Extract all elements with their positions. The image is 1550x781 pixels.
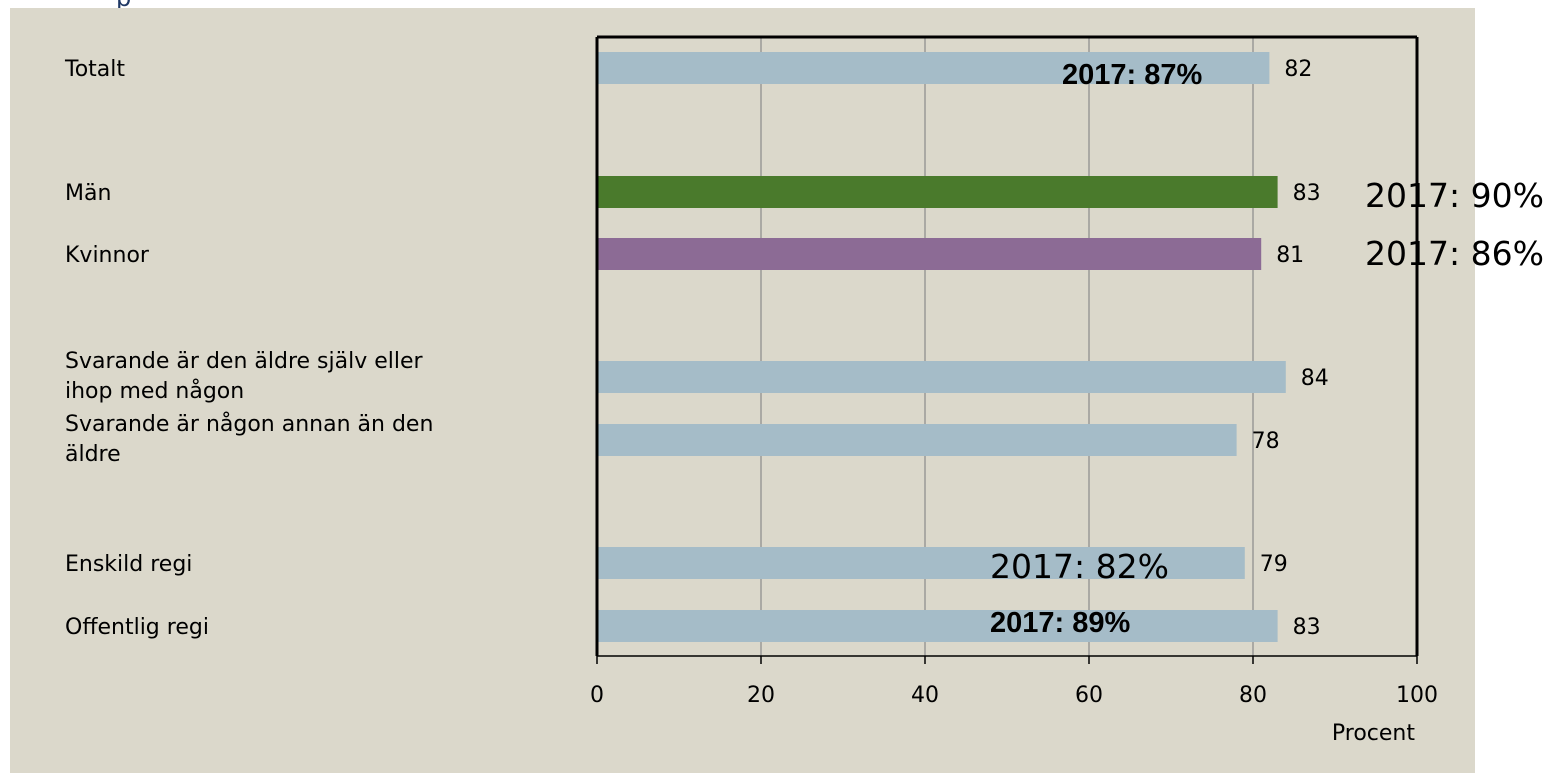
- x-tick-label: 100: [1396, 683, 1438, 708]
- bar: [597, 547, 1245, 579]
- bar: [597, 610, 1278, 642]
- value-label: 78: [1252, 429, 1280, 454]
- x-tick-label: 20: [747, 683, 775, 708]
- annotation-2017: 2017: 90%: [1365, 176, 1544, 215]
- category-label: Offentlig regi: [65, 615, 209, 640]
- bar: [597, 424, 1237, 456]
- annotation-2017: 2017: 87%: [1062, 59, 1202, 91]
- bar: [597, 361, 1286, 393]
- annotation-2017: 2017: 82%: [990, 547, 1169, 586]
- annotation-2017: 2017: 89%: [990, 607, 1130, 639]
- category-label: Svarande är någon annan än den äldre: [65, 411, 433, 467]
- value-label: 81: [1276, 243, 1304, 268]
- bar: [597, 238, 1262, 270]
- value-label: 83: [1293, 615, 1321, 640]
- x-tick-label: 80: [1239, 683, 1267, 708]
- labels: 0 20 40 60 80 100 Procent Totalt Män Kvinnor Svara…: [64, 57, 1544, 746]
- x-axis-title: Procent: [1332, 721, 1415, 746]
- value-label: 84: [1301, 366, 1329, 391]
- category-label: Män: [65, 181, 111, 206]
- value-label: 79: [1260, 552, 1288, 577]
- value-label: 83: [1293, 181, 1321, 206]
- bars: [597, 52, 1286, 642]
- category-label: Enskild regi: [65, 552, 192, 577]
- plot-frame: [595, 35, 1419, 664]
- annotation-2017: 2017: 86%: [1365, 234, 1544, 273]
- x-tick-label: 40: [911, 683, 939, 708]
- value-label: 82: [1284, 57, 1312, 82]
- title-fragment: p: [0, 0, 1550, 8]
- bar: [597, 52, 1270, 84]
- title-glyph: p: [116, 0, 131, 8]
- category-label: Svarande är den äldre själv eller ihop me…: [65, 349, 424, 404]
- bar: [597, 176, 1278, 208]
- x-tick-label: 0: [590, 683, 604, 708]
- category-label: Totalt: [64, 57, 125, 82]
- category-label: Kvinnor: [65, 243, 150, 268]
- x-tick-label: 60: [1075, 683, 1103, 708]
